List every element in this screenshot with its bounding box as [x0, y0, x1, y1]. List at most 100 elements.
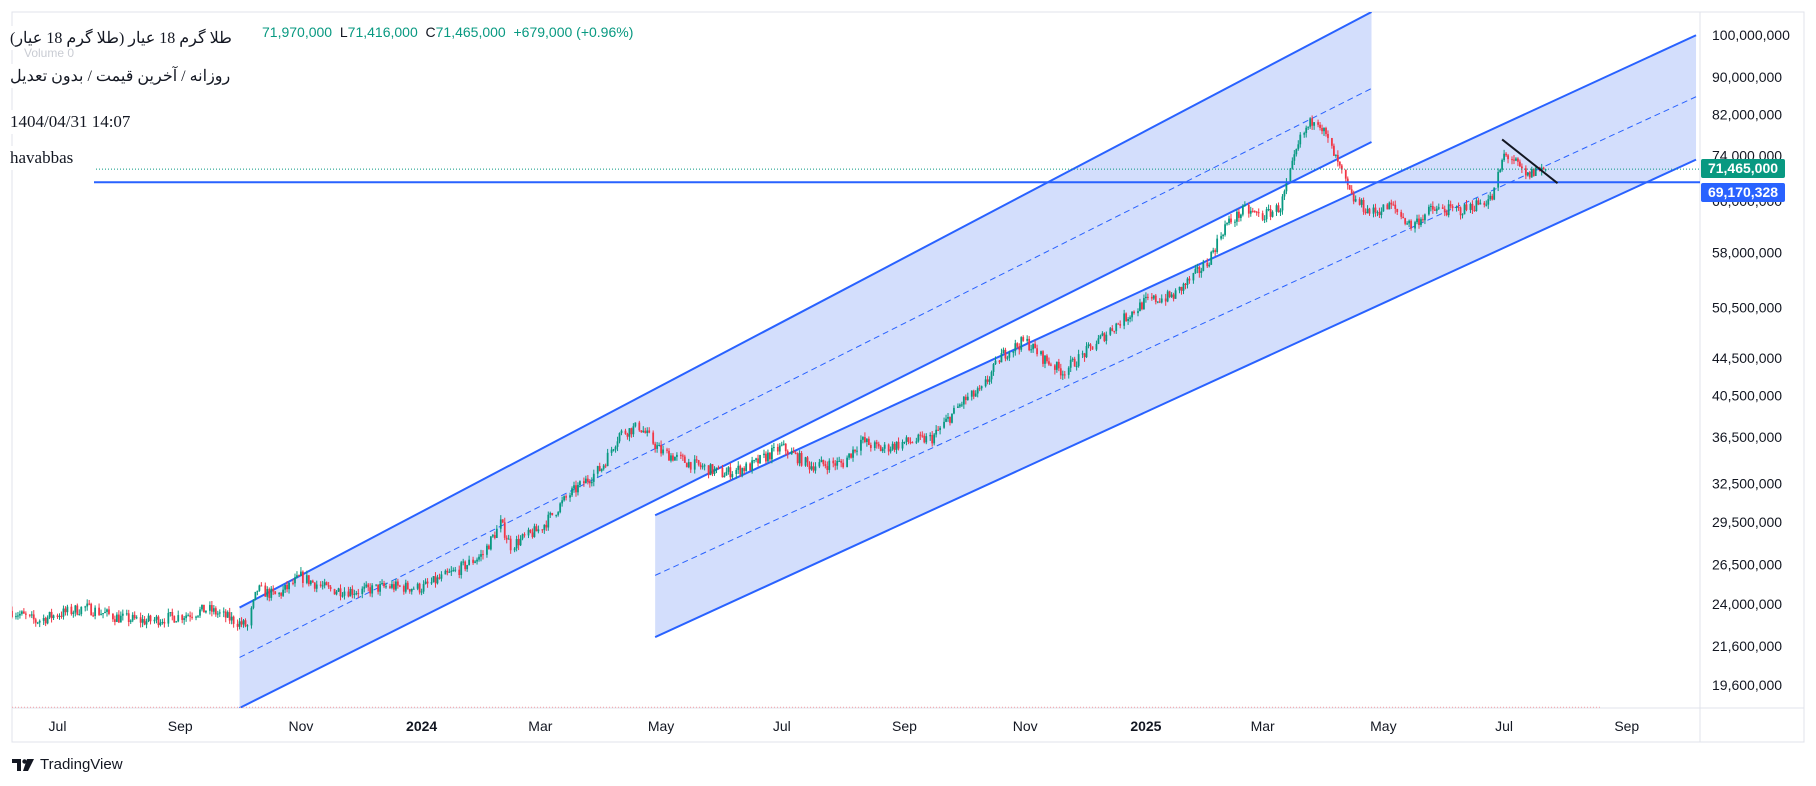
candle-body [52, 615, 55, 619]
candle-body [909, 441, 912, 443]
drawing-lines[interactable] [12, 138, 1700, 708]
time-axis[interactable]: Jul Sep Nov 2024 Mar May Jul Sep Nov 2025 Mar May Ju… [49, 718, 1640, 734]
candle-body [1449, 204, 1452, 207]
candle-body [208, 605, 211, 611]
candle-body [931, 435, 934, 444]
candle-body [1166, 291, 1169, 302]
author-name[interactable]: havabbas [4, 146, 80, 170]
candle-body [1513, 159, 1515, 161]
candle-body [529, 529, 532, 533]
candle-body [106, 609, 108, 612]
symbol-title[interactable]: طلا گرم 18 عیار (طلا گرم 18 عیار) [4, 26, 238, 50]
candle-body [329, 586, 332, 590]
candle-body [353, 593, 356, 595]
candle-body [672, 455, 674, 461]
candle-body [1491, 195, 1494, 200]
candle-body [1352, 193, 1355, 202]
parallel-channels[interactable] [239, 12, 1697, 708]
candle-body [32, 614, 35, 620]
candle-body [224, 611, 227, 618]
candle-body [772, 446, 775, 448]
candle-body [990, 371, 993, 380]
candle-body [1376, 212, 1379, 214]
candle-body [1061, 374, 1064, 376]
candle-body [836, 460, 839, 466]
candle-body [1277, 205, 1280, 213]
candle-body [379, 584, 381, 592]
candle-body [319, 584, 322, 586]
candle-body [555, 514, 558, 516]
candle-body [284, 584, 286, 590]
candle-body [246, 625, 249, 627]
candle-body [216, 613, 219, 615]
candle-body [1420, 219, 1422, 226]
candle-body [361, 588, 364, 595]
candle-body [1303, 133, 1306, 135]
candle-body [1158, 301, 1161, 303]
candle-body [875, 442, 878, 444]
candle-body [1111, 328, 1114, 331]
candle-body [935, 429, 938, 435]
candle-body [798, 453, 801, 464]
candle-body [923, 435, 926, 443]
candle-body [953, 407, 955, 414]
candle-body [1154, 295, 1157, 302]
brand-name: TradingView [40, 756, 123, 773]
x-tick-label: 2024 [406, 718, 437, 734]
candle-body [561, 500, 564, 504]
candle-body [527, 529, 530, 536]
candle-body [865, 438, 868, 442]
candle-body [1336, 154, 1339, 162]
candle-body [167, 612, 170, 624]
candle-body [1331, 138, 1333, 146]
candle-body [127, 613, 130, 622]
candle-body [929, 435, 932, 437]
candle-body [493, 535, 496, 538]
candle-body [155, 616, 158, 620]
candle-body [535, 526, 538, 532]
candle-body [337, 588, 340, 592]
candle-body [426, 581, 429, 584]
candle-body [1360, 199, 1363, 205]
candle-body [1040, 351, 1042, 355]
candle-body [1032, 343, 1035, 350]
candle-body [60, 615, 63, 617]
y-tick-label: 82,000,000 [1712, 106, 1782, 122]
candle-body [396, 581, 399, 586]
candle-body [731, 474, 734, 478]
candle-body [592, 473, 595, 482]
candle-body [842, 462, 845, 468]
candle-body [1378, 212, 1381, 216]
candle-body [385, 586, 387, 588]
candle-body [17, 615, 19, 617]
candle-body [1475, 200, 1478, 211]
ohlc-low-value: 71,416,000 [347, 24, 418, 40]
candle-body [735, 469, 738, 475]
candle-body [395, 581, 397, 590]
candle-body [713, 469, 716, 474]
ohlc-values: 71,970,000 L71,416,000 C71,465,000 +679,… [262, 24, 633, 40]
candle-body [139, 617, 142, 623]
candle-body [48, 611, 51, 618]
candle-body [218, 612, 221, 614]
candle-body [495, 528, 498, 538]
candle-body [1317, 122, 1319, 125]
candle-body [741, 468, 744, 475]
candle-body [351, 588, 354, 595]
tradingview-branding[interactable]: TradingView [12, 756, 123, 773]
candle-body [1447, 204, 1450, 216]
channel-1-upper-line [239, 12, 1372, 609]
candle-body [1083, 353, 1086, 358]
candle-body [36, 622, 39, 624]
candle-body [402, 586, 405, 592]
candle-body [1239, 214, 1242, 218]
candle-body [808, 462, 811, 470]
candle-body [1014, 343, 1017, 352]
candle-body [20, 611, 23, 614]
price-axis[interactable]: 19,600,000 21,600,000 24,000,000 26,500,000… [1712, 27, 1790, 693]
candle-body [189, 615, 192, 617]
candle-body [70, 606, 73, 614]
candle-body [114, 619, 116, 622]
candle-body [1075, 366, 1078, 368]
